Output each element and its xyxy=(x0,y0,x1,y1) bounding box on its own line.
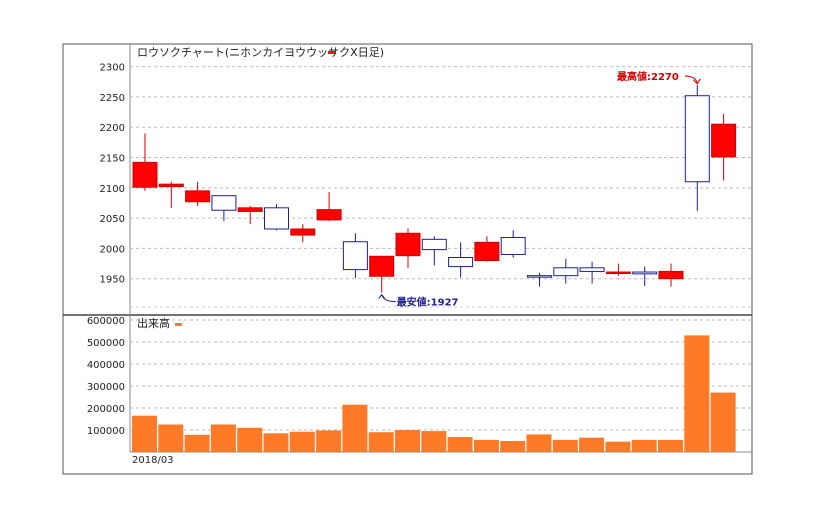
candle-body xyxy=(474,241,500,262)
volume-bar xyxy=(263,433,289,452)
candle-body xyxy=(158,183,184,188)
volume-bar xyxy=(421,431,447,452)
price-y-tick-label: 2050 xyxy=(100,214,125,225)
volume-bar xyxy=(447,437,473,452)
volume-y-tick-label: 500000 xyxy=(87,338,125,349)
min-price-annotation: 最安値:1927 xyxy=(397,296,459,309)
max-price-arrow xyxy=(684,75,698,83)
price-y-tick-label: 2200 xyxy=(100,123,125,134)
volume-y-tick-label: 300000 xyxy=(87,382,125,393)
volume-bar xyxy=(342,404,368,452)
price-y-tick-label: 1950 xyxy=(100,275,125,286)
volume-y-tick-label: 200000 xyxy=(87,404,125,415)
volume-series xyxy=(132,335,736,452)
price-y-tick-label: 2000 xyxy=(100,244,125,255)
price-y-tick-label: 2100 xyxy=(100,184,125,195)
volume-bar xyxy=(368,432,394,452)
candle-body xyxy=(553,267,579,277)
candle-body xyxy=(395,232,421,257)
price-chart-title: ロウソクチャート(ニホンカイヨウウッサクX日足) xyxy=(137,46,384,59)
price-legend-swatch xyxy=(328,51,335,54)
candle-body xyxy=(211,195,237,211)
max-price-annotation: 最高値:2270 xyxy=(617,70,679,83)
volume-bar xyxy=(132,415,157,452)
candle-body xyxy=(290,228,316,236)
volume-y-tick-labels: 100000 200000 300000 400000 500000 600000 xyxy=(87,316,125,437)
candle-body xyxy=(369,255,395,277)
volume-bar xyxy=(237,427,263,452)
price-y-tick-label: 2150 xyxy=(100,154,125,165)
volume-y-tick-label: 600000 xyxy=(87,316,125,327)
candle-body xyxy=(185,190,211,203)
volume-y-tick-label: 100000 xyxy=(87,426,125,437)
candle-body xyxy=(264,207,289,230)
candle-body xyxy=(342,241,368,271)
candle-body xyxy=(579,267,605,272)
candle-body xyxy=(632,271,658,275)
volume-bar xyxy=(579,437,605,452)
candle-body xyxy=(421,238,447,251)
volume-bar xyxy=(631,439,657,452)
volume-bar xyxy=(184,434,210,452)
candle-body xyxy=(132,161,158,188)
price-y-tick-label: 2250 xyxy=(100,93,125,104)
volume-bar xyxy=(316,430,342,452)
volume-bar xyxy=(289,431,315,452)
volume-bar xyxy=(658,439,683,452)
candle-body xyxy=(605,271,631,275)
volume-bar xyxy=(500,441,526,452)
candle-body xyxy=(527,275,552,278)
x-axis-start-label: 2018/03 xyxy=(132,455,174,466)
max-price-arrowhead xyxy=(692,78,701,85)
volume-bar xyxy=(526,434,552,452)
volume-bar xyxy=(158,424,184,452)
volume-chart-title: 出来高 xyxy=(137,316,170,330)
candle-body xyxy=(658,270,684,280)
volume-bar xyxy=(473,439,499,452)
price-annotations: 最高値:2270 最安値:1927 xyxy=(378,70,701,309)
volume-y-tick-label: 400000 xyxy=(87,360,125,371)
candle-body xyxy=(237,207,263,212)
volume-bar xyxy=(210,424,236,452)
volume-bar xyxy=(710,392,736,452)
volume-legend-swatch xyxy=(175,323,182,326)
min-price-arrowhead xyxy=(378,293,386,299)
price-y-tick-labels: 1950 2000 2050 2100 2150 2200 2250 2300 xyxy=(100,63,125,286)
candle-body xyxy=(316,209,342,221)
volume-bar xyxy=(552,439,578,452)
candle-body xyxy=(711,123,737,158)
price-y-tick-label: 2300 xyxy=(100,63,125,74)
candle-body xyxy=(500,236,526,255)
candle-body xyxy=(448,256,474,268)
volume-bar xyxy=(684,335,710,452)
candle-body xyxy=(684,95,710,183)
volume-bar xyxy=(605,441,631,452)
price-gridlines xyxy=(130,66,752,308)
candlestick-series xyxy=(132,84,737,293)
volume-bar xyxy=(395,430,420,452)
